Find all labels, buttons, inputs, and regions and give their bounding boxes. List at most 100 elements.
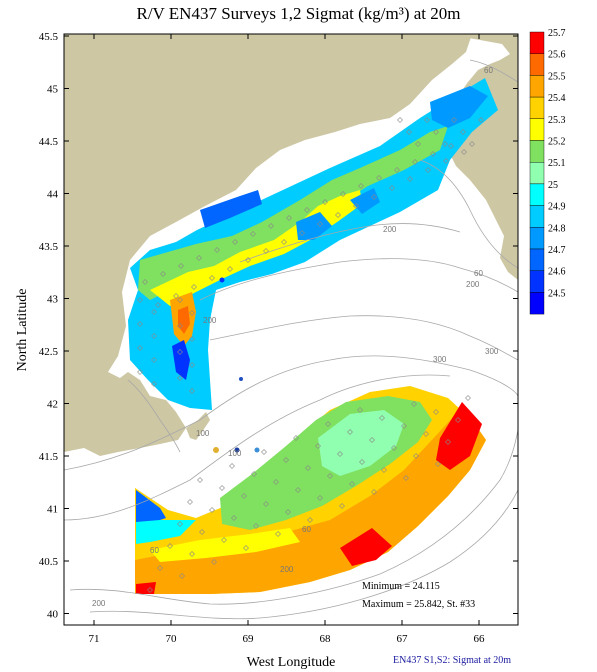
station-marker	[179, 573, 185, 579]
plot-frame	[63, 33, 519, 626]
depth-label: 200	[280, 565, 294, 574]
y-tick-label: 40.5	[39, 556, 59, 568]
station-marker	[177, 375, 183, 381]
station-marker	[227, 266, 233, 272]
survey1-dark-blue-core	[172, 340, 190, 380]
station-marker	[369, 437, 375, 443]
colorbar: 25.7 25.6 25.5 25.4 25.3 25.2 25.1 25 24.9 24.8 24…	[529, 28, 566, 315]
station-marker	[285, 509, 291, 515]
station-marker	[347, 429, 353, 435]
station-marker	[151, 357, 157, 363]
station-marker	[231, 515, 237, 521]
station-marker	[448, 143, 454, 149]
survey2-red-2	[436, 402, 482, 470]
station-marker	[325, 421, 331, 427]
station-marker	[371, 489, 377, 495]
station-marker	[177, 349, 183, 355]
station-marker	[232, 239, 238, 245]
colorbar-label: 25.6	[548, 50, 566, 61]
station-marker	[177, 521, 183, 527]
y-tick-label: 41.5	[39, 451, 59, 463]
station-marker	[381, 467, 387, 473]
station-marker	[442, 141, 448, 147]
station-marker	[305, 465, 311, 471]
survey1-mid-blue	[296, 212, 332, 240]
station-marker	[189, 551, 195, 557]
station-marker	[335, 212, 341, 218]
station-marker	[424, 117, 430, 123]
y-tick-label: 45.5	[39, 31, 59, 43]
station-marker	[353, 203, 359, 209]
station-marker	[425, 167, 431, 173]
station-marker	[155, 302, 161, 308]
station-marker	[273, 479, 279, 485]
marker-blue	[254, 447, 260, 453]
station-marker	[389, 185, 395, 191]
station-marker	[151, 381, 157, 387]
station-marker	[160, 271, 166, 277]
survey2-yellow-south	[150, 528, 300, 562]
colorbar-swatch	[529, 227, 545, 250]
station-marker	[187, 499, 193, 505]
station-marker	[199, 529, 205, 535]
station-marker	[243, 545, 249, 551]
colorbar-swatch	[529, 205, 545, 228]
station-marker	[349, 481, 355, 487]
marker-small-blue	[239, 377, 243, 381]
station-marker	[211, 559, 217, 565]
station-marker	[358, 183, 364, 189]
survey2-cyan-core	[318, 410, 404, 476]
station-marker	[189, 336, 195, 342]
station-marker	[401, 423, 407, 429]
depth-label: 200	[203, 316, 217, 325]
station-marker	[307, 517, 313, 523]
depth-label: 200	[383, 225, 397, 234]
station-marker	[295, 487, 301, 493]
station-marker	[177, 323, 183, 329]
y-tick-label: 40	[47, 609, 59, 621]
colorbar-label: 24.5	[548, 288, 566, 299]
station-marker	[317, 221, 323, 227]
colorbar-label: 25.1	[548, 158, 566, 169]
depth-label: 200	[92, 599, 106, 608]
y-tick-label: 42	[47, 399, 58, 411]
station-marker	[337, 451, 343, 457]
station-marker	[413, 453, 419, 459]
station-marker	[339, 503, 345, 509]
x-axis: 71 70 69 68 67 66	[89, 34, 485, 645]
station-marker	[460, 129, 466, 135]
colorbar-label: 25.4	[548, 93, 566, 104]
station-marker	[253, 523, 259, 529]
station-marker	[371, 194, 377, 200]
station-marker	[433, 129, 439, 135]
survey2-red-3	[136, 582, 156, 594]
colorbar-label: 25.7	[548, 28, 566, 39]
depth-label: 300	[433, 355, 447, 364]
station-marker	[209, 275, 215, 281]
station-marker	[443, 158, 449, 164]
station-marker	[263, 501, 269, 507]
depth-label: 200	[466, 280, 480, 289]
colorbar-label: 25.2	[548, 137, 566, 148]
station-marker	[157, 565, 163, 571]
station-marker	[465, 395, 471, 401]
station-marker	[191, 284, 197, 290]
station-marker	[197, 477, 203, 483]
survey1-mid-blue-2	[350, 188, 380, 214]
depth-label: 60	[484, 66, 493, 75]
station-marker	[147, 587, 153, 593]
station-marker	[423, 431, 429, 437]
colorbar-label: 24.6	[548, 267, 566, 278]
station-marker	[340, 191, 346, 197]
x-axis-label: West Longitude	[247, 655, 336, 670]
survey1-red-core	[178, 306, 190, 334]
station-marker	[359, 459, 365, 465]
x-tick-label: 68	[320, 633, 332, 645]
y-tick-label: 41	[47, 504, 58, 516]
station-marker	[137, 297, 143, 303]
marker-navy	[234, 447, 240, 453]
station-marker	[229, 463, 235, 469]
station-marker	[275, 531, 281, 537]
station-marker	[455, 417, 461, 423]
